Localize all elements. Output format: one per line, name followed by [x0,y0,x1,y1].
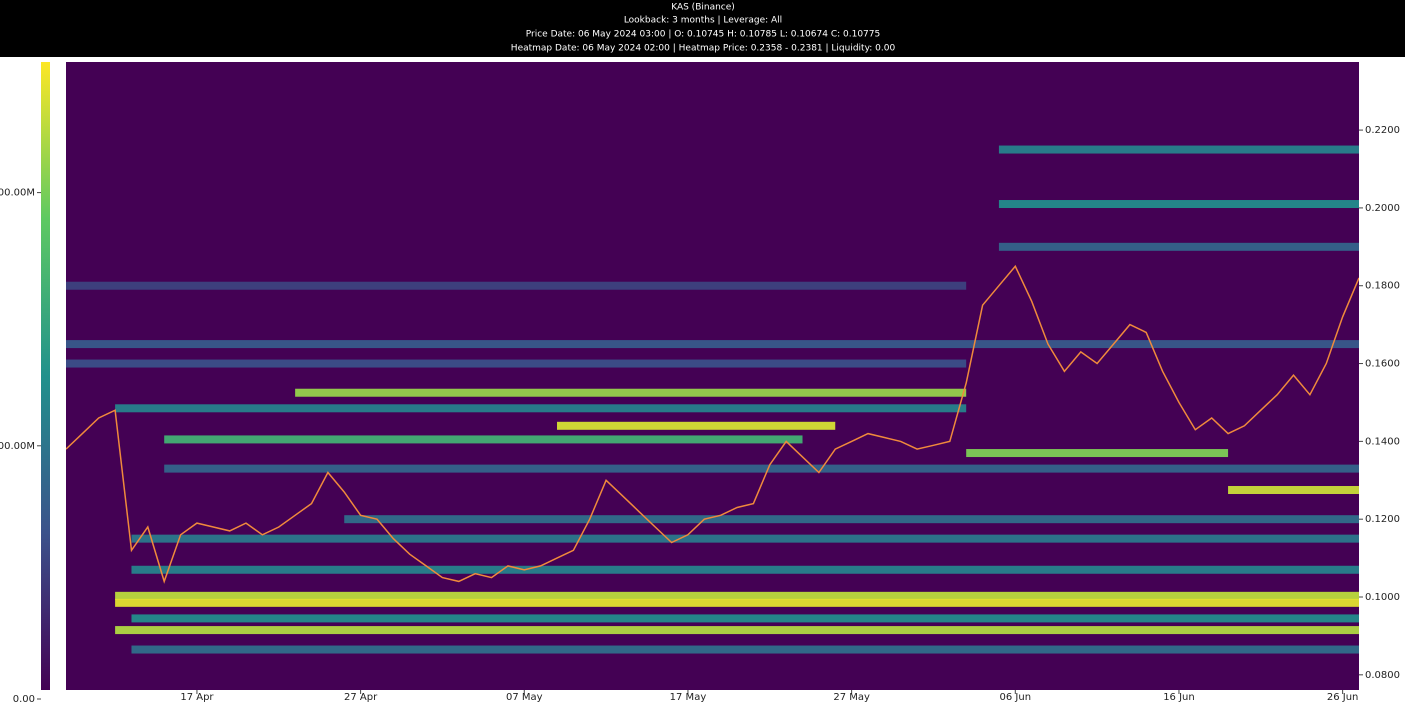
liquidity-band [966,449,1229,458]
colorbar [41,62,50,690]
liquidity-band [998,200,1359,209]
liquidity-band [131,565,1359,574]
x-tick-label: 27 May [833,692,870,703]
x-tick-label: 16 Jun [1163,692,1195,703]
liquidity-band [164,464,1359,473]
y-tick-label: 0.1800 [1365,281,1400,292]
liquidity-band [115,404,967,413]
liquidity-band [557,421,836,430]
y-tick-label: 0.0800 [1365,670,1400,681]
x-tick-label: 27 Apr [344,692,378,703]
heatmap [66,145,1359,654]
x-tick-label: 06 Jun [1000,692,1032,703]
liquidity-band [295,388,967,397]
liquidity-band [344,515,1359,524]
colorbar-tick-label: 100.00M [0,441,35,452]
subtitle: Lookback: 3 months | Leverage: All [624,16,782,26]
liquidity-band [115,626,1359,635]
x-tick-label: 17 May [670,692,707,703]
liquidity-band [66,340,1359,349]
header-bg [0,0,1405,57]
colorbar-tick-label: 0.00 [13,694,35,705]
subtitle: Heatmap Date: 06 May 2024 02:00 | Heatma… [511,44,896,54]
liquidity-band [1228,486,1359,495]
liquidity-band [66,281,967,290]
liquidity-band [998,145,1359,154]
x-tick-label: 07 May [506,692,543,703]
y-tick-label: 0.1600 [1365,359,1400,370]
liquidity-band [998,242,1359,251]
liquidity-band [66,359,967,368]
y-tick-label: 0.2200 [1365,125,1400,136]
liquidity-band [131,614,1359,623]
subtitle: Price Date: 06 May 2024 03:00 | O: 0.107… [526,30,880,40]
chart-title: KAS (Binance) [671,3,735,13]
liquidity-band [131,534,1359,543]
x-tick-label: 17 Apr [180,692,214,703]
y-tick-label: 0.2000 [1365,203,1400,214]
liquidity-band [115,591,1359,600]
y-tick-label: 0.1200 [1365,514,1400,525]
liquidity-band [164,435,803,444]
colorbar-tick-label: 200.00M [0,188,35,199]
plot-background [66,62,1359,690]
liquidity-band [115,598,1359,607]
y-tick-label: 0.1400 [1365,436,1400,447]
liquidity-band [131,645,1359,654]
x-tick-label: 26 Jun [1327,692,1359,703]
y-tick-label: 0.1000 [1365,592,1400,603]
price-line [66,264,1359,584]
